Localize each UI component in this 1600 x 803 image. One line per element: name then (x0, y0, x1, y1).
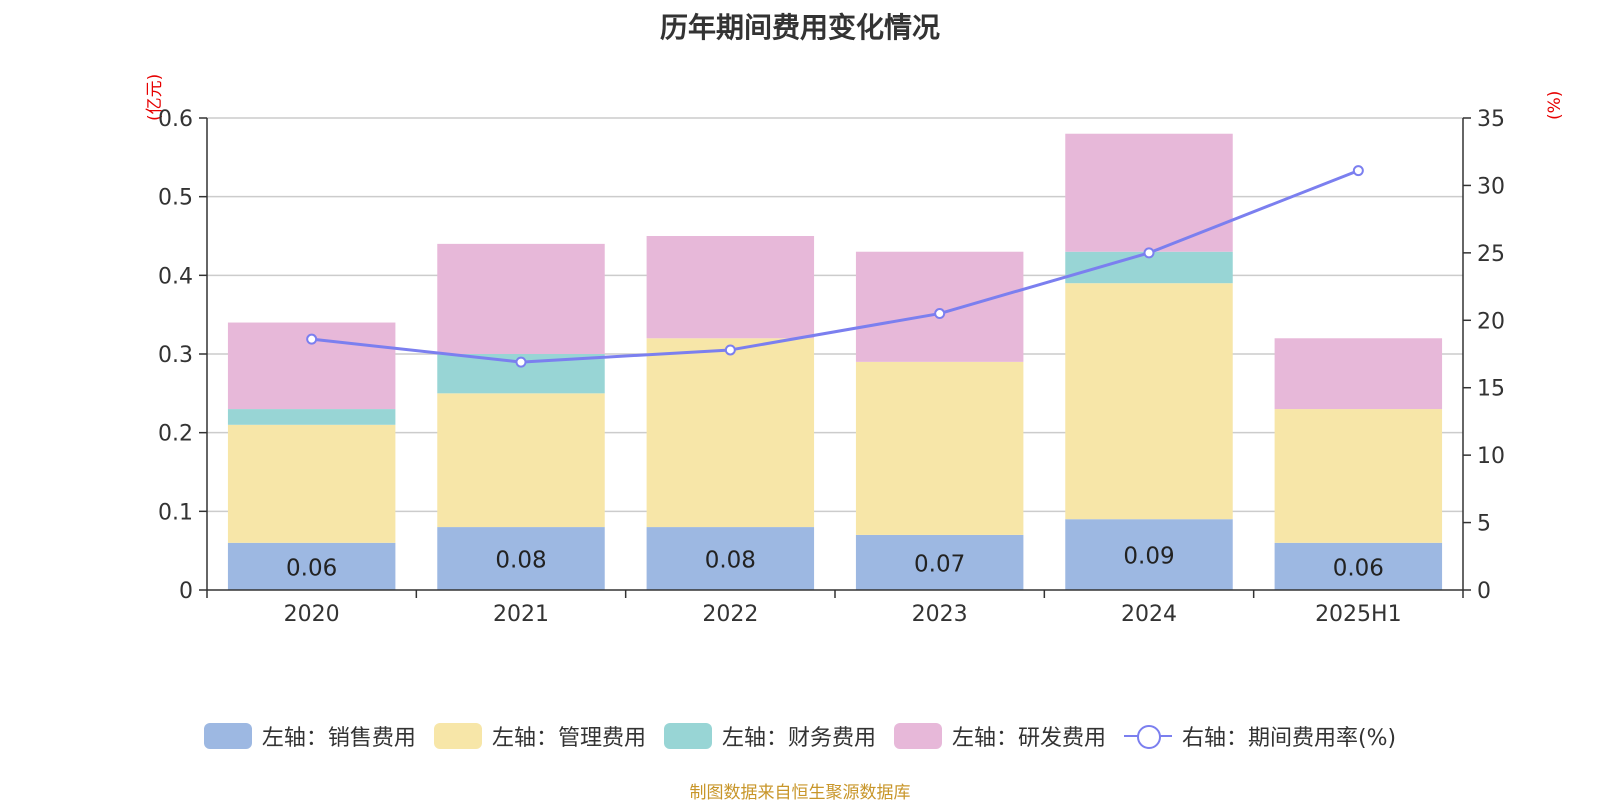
bar-data-label: 0.06 (1333, 555, 1384, 581)
bar-segment-3 (227, 409, 396, 425)
bar-segment-1 (437, 527, 605, 590)
bar-segment-4 (1274, 338, 1443, 410)
bar-segment-2 (1065, 283, 1233, 520)
right-axis-tick-label: 5 (1477, 512, 1491, 537)
chart-title: 历年期间费用变化情况 (659, 11, 940, 44)
bar-segment-1 (646, 527, 815, 590)
right-axis-tick-label: 10 (1477, 444, 1505, 469)
expense-ratio-point (724, 344, 736, 356)
left-axis-tick-label: 0.4 (158, 264, 193, 289)
legend-label-rnd: 左轴：研发费用 (951, 726, 1106, 751)
legend-line-marker-icon (1123, 723, 1172, 749)
left-axis-tick-label: 0.2 (158, 422, 193, 447)
chart-canvas: 0 0.1 0.2 0.3 0.4 0.5 0.6 0 5 10 15 20 25 30 35 0.06 202… (158, 107, 1505, 627)
x-axis-tick-label: 2025H1 (1315, 602, 1402, 627)
legend-item-rnd[interactable]: 左轴：研发费用 (893, 720, 1106, 752)
expense-ratio-point (934, 308, 946, 320)
legend-label-sales: 左轴：销售费用 (261, 726, 416, 751)
bar-segment-2 (227, 424, 396, 543)
bar-data-label: 0.06 (286, 555, 337, 581)
left-axis-tick-label: 0.3 (158, 343, 193, 368)
bar-segment-2 (646, 338, 815, 528)
legend-item-admin[interactable]: 左轴：管理费用 (433, 720, 646, 752)
right-axis-tick-label: 30 (1477, 174, 1505, 199)
right-axis-tick-label: 35 (1477, 107, 1505, 132)
bar-segment-1 (855, 534, 1024, 590)
bar-segment-4 (437, 243, 605, 354)
x-axis-tick-label: 2022 (702, 602, 758, 627)
data-source-note: 制图数据来自恒生聚源数据库 (689, 783, 911, 803)
right-axis-tick-label: 20 (1477, 309, 1505, 334)
x-axis-tick-label: 2024 (1121, 602, 1177, 627)
bar-segment-4 (646, 236, 815, 339)
bar-data-label: 0.08 (705, 548, 756, 574)
legend-label-admin: 左轴：管理费用 (491, 726, 646, 751)
legend-swatch-rnd (893, 723, 942, 749)
legend-item-finance[interactable]: 左轴：财务费用 (663, 720, 876, 752)
expense-ratio-point (306, 333, 318, 345)
legend-label-finance: 左轴：财务费用 (721, 726, 876, 751)
bar-segment-2 (437, 393, 605, 528)
left-axis-tick-label: 0 (179, 579, 193, 604)
bar-data-label: 0.08 (495, 548, 546, 574)
expense-ratio-point (1352, 165, 1364, 177)
bar-segment-4 (1065, 133, 1233, 252)
bar-segment-2 (855, 361, 1024, 535)
legend-swatch-finance (663, 723, 712, 749)
legend-item-expense-ratio[interactable]: 右轴：期间费用率(%) (1123, 720, 1397, 752)
x-axis-tick-label: 2021 (493, 602, 549, 627)
bar-data-label: 0.07 (914, 551, 965, 577)
legend-label-expense-ratio: 右轴：期间费用率(%) (1181, 726, 1397, 751)
expense-ratio-line (311, 169, 1359, 364)
bar-segment-4 (855, 251, 1024, 362)
right-axis-tick-label: 15 (1477, 377, 1505, 402)
left-axis-tick-label: 0.1 (158, 500, 193, 525)
left-axis-tick-label: 0.5 (158, 186, 193, 211)
legend-item-sales[interactable]: 左轴：销售费用 (203, 720, 416, 752)
x-axis-tick-label: 2020 (284, 602, 340, 627)
bar-data-label: 0.09 (1123, 544, 1174, 570)
x-axis-tick-label: 2023 (912, 602, 968, 627)
left-axis-tick-label: 0.6 (158, 107, 193, 132)
expense-ratio-point (515, 356, 527, 368)
expense-ratio-point (1143, 247, 1155, 259)
bar-segment-1 (1065, 519, 1233, 590)
right-axis-tick-label: 25 (1477, 242, 1505, 267)
bar-segment-2 (1274, 409, 1443, 543)
legend-swatch-sales (203, 723, 252, 749)
legend: 左轴：销售费用 左轴：管理费用 左轴：财务费用 左轴：研发费用 右轴：期间费用率… (0, 720, 1600, 752)
bar-segment-1 (1274, 542, 1443, 590)
right-axis-tick-label: 0 (1477, 579, 1491, 604)
bar-segment-1 (227, 542, 396, 590)
legend-swatch-admin (433, 723, 482, 749)
